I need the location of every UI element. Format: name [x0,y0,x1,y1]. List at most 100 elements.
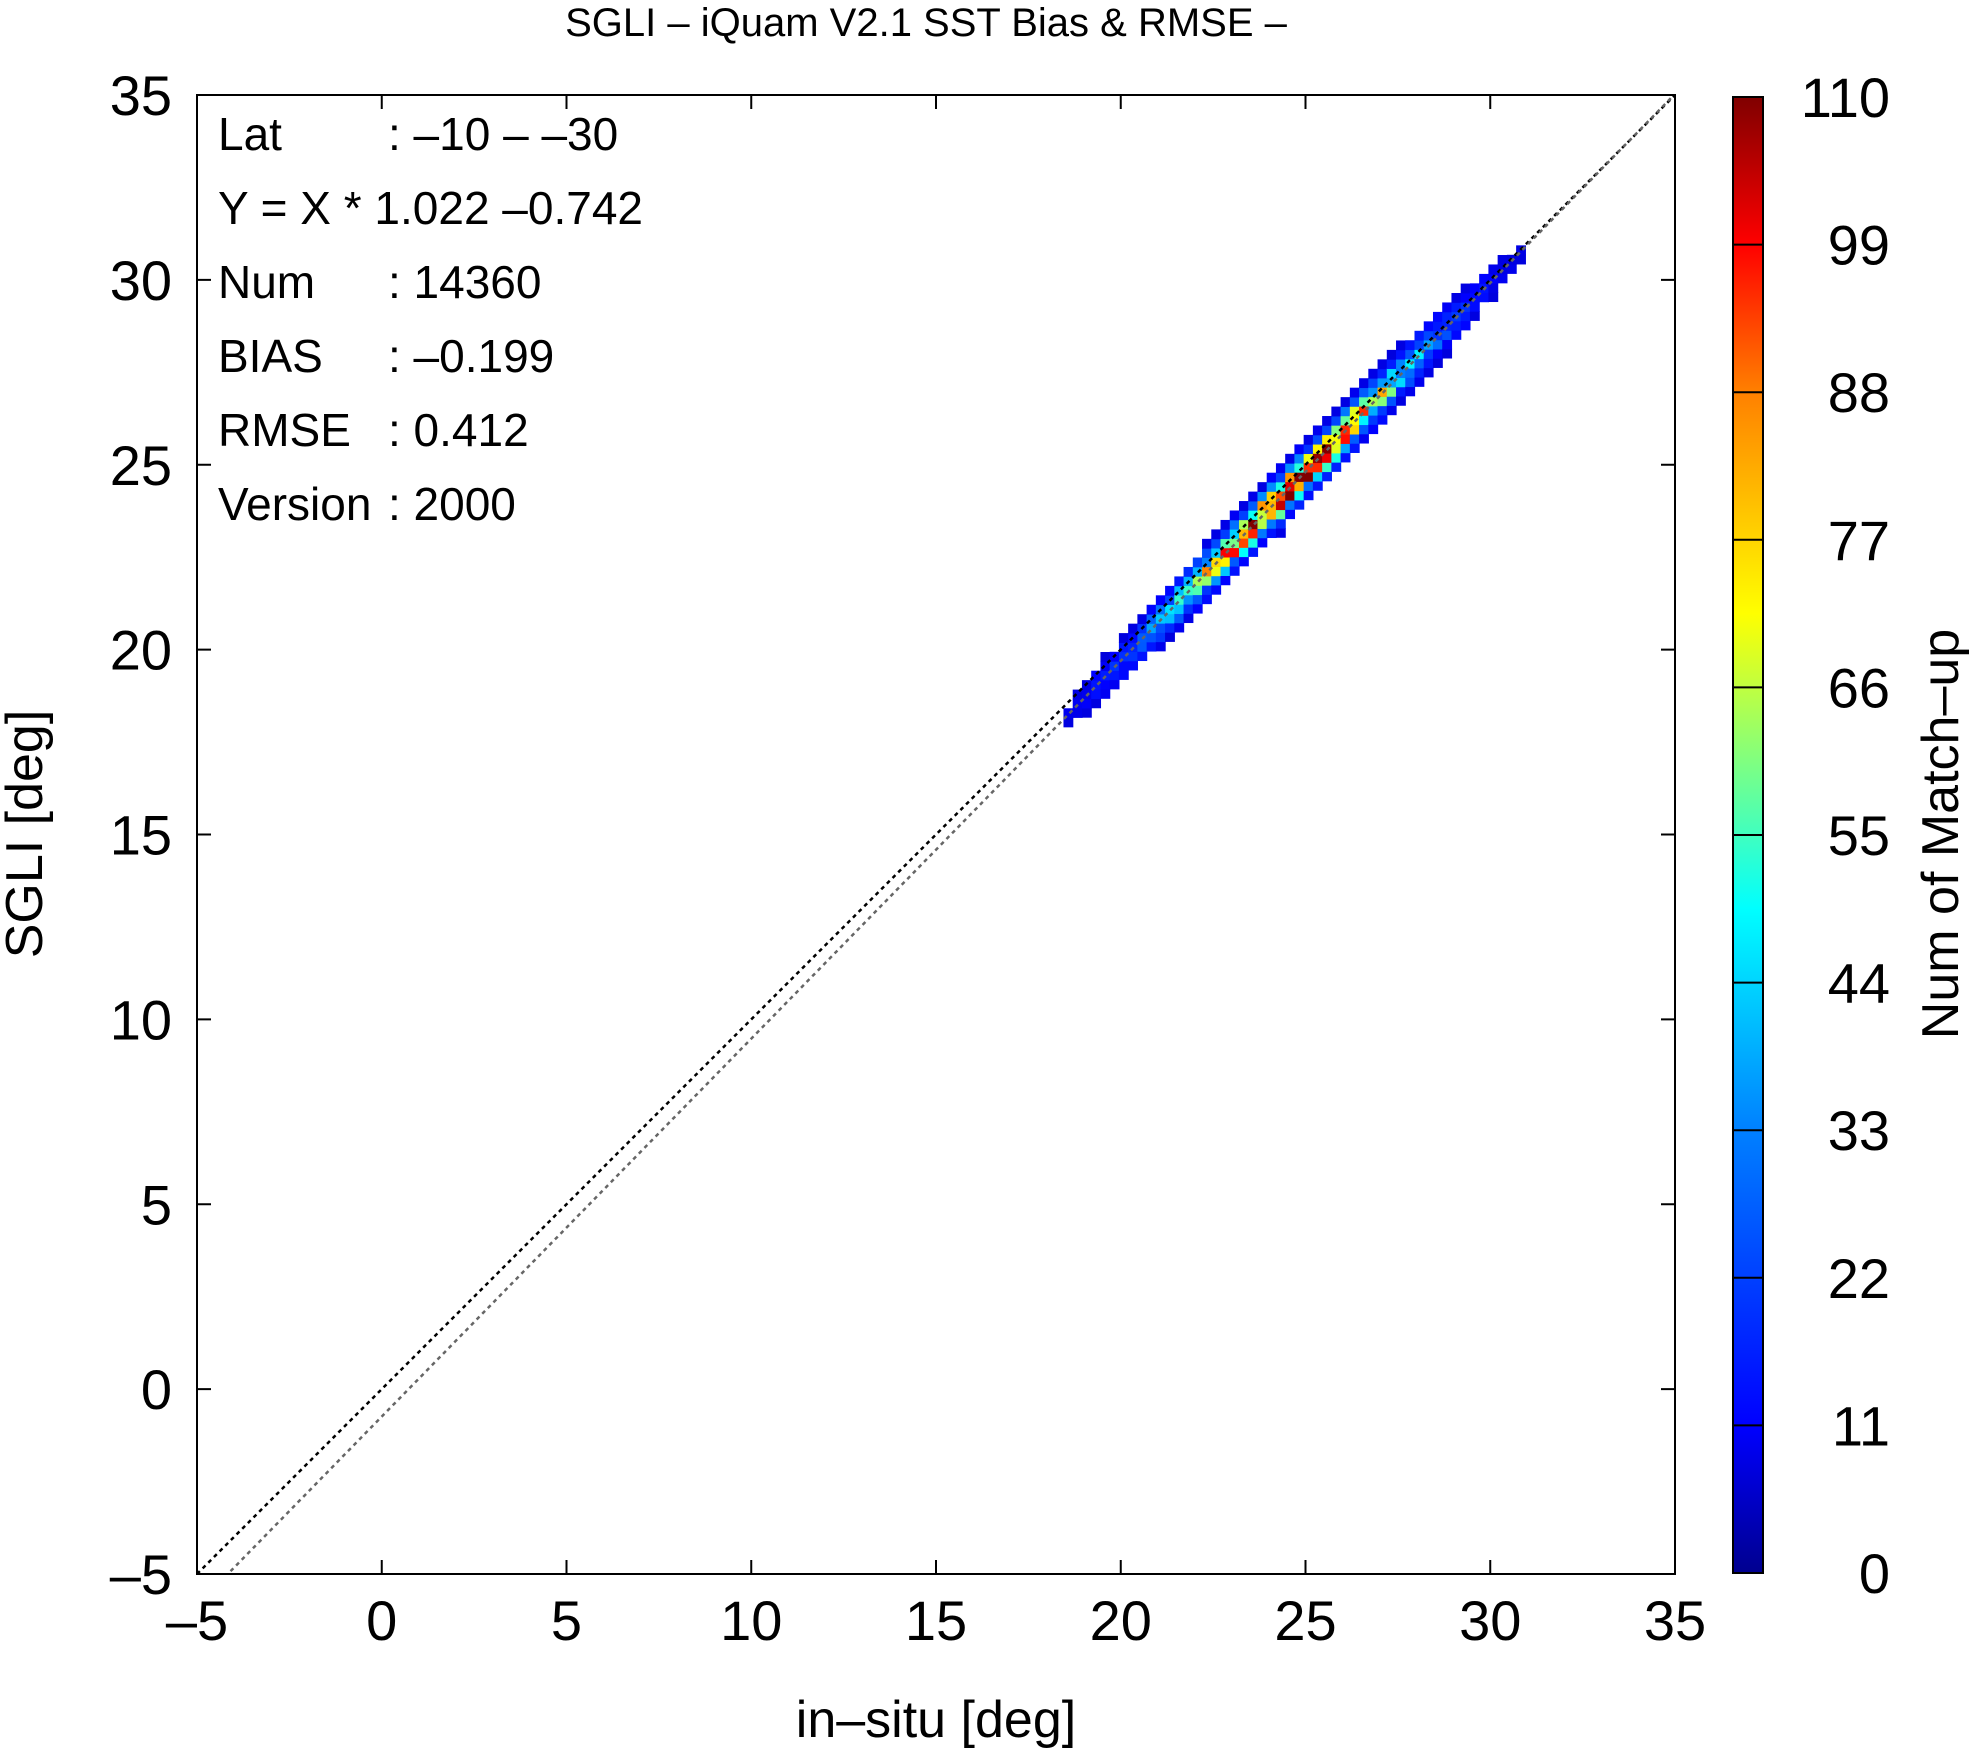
heatmap-cell [1359,405,1369,416]
heatmap-cell [1275,463,1286,474]
heatmap-cell [1118,633,1129,643]
heatmap-cell [1377,405,1388,416]
colorbar-axis: 0 11 22 33 44 55 66 77 88 99 110 [1733,66,1890,1605]
heatmap-cell [1257,491,1268,502]
heatmap-cell [1100,688,1111,699]
heatmap-cell [1432,358,1443,368]
heatmap-cell [1266,472,1277,483]
heatmap-cell [1100,652,1111,662]
heatmap-cell [1266,481,1277,492]
heatmap-cell [1128,651,1138,662]
heatmap-cell [1155,641,1166,652]
heatmap-cell [1488,282,1499,293]
heatmap-cell [1155,595,1166,606]
heatmap-cell [1423,349,1434,359]
heatmap-cell [1460,292,1471,303]
chart-title: SGLI – iQuam V2.1 SST Bias & RMSE – [565,1,1288,45]
heatmap-cell [1202,585,1212,595]
heatmap-cell [1312,471,1323,482]
heatmap-cell [1100,661,1111,672]
heatmap-cell [1368,424,1379,435]
heatmap-cell [1118,660,1129,671]
stat-value: : 2000 [388,478,516,530]
heatmap-cell [1202,548,1212,558]
heatmap-cell [1442,311,1453,322]
heatmap-cell [1202,566,1212,577]
heatmap-cell [1488,264,1499,275]
heatmap-cell [1118,642,1129,653]
heatmap-cell [1322,471,1332,482]
heatmap-cell [1229,565,1240,576]
heatmap-cell [1414,340,1425,350]
heatmap-cell [1091,698,1102,709]
stat-label: Lat [218,108,282,160]
heatmap-cell [1285,453,1296,464]
heatmap-cell [1211,575,1222,586]
heatmap-cell [1506,264,1517,274]
heatmap-cell [1405,386,1416,397]
heatmap-cell [1202,538,1212,549]
heatmap-cell [1183,603,1194,614]
heatmap-cell [1165,622,1175,633]
heatmap-cell [1331,415,1342,426]
heatmap-cell [1451,320,1462,331]
heatmap-cell [1322,453,1332,463]
colorbar-tick-label: 11 [1832,1394,1890,1457]
heatmap-cell [1340,434,1351,444]
heatmap-cell [1414,367,1425,378]
colorbar-tick-label: 77 [1828,509,1890,572]
heatmap-cell [1469,292,1480,303]
heatmap-cell [1432,311,1443,322]
heatmap-cell [1479,273,1489,284]
heatmap-cell [1128,623,1138,634]
heatmap-cell [1257,519,1268,529]
heatmap-cell [1192,557,1203,568]
heatmap-cell [1257,528,1268,539]
heatmap-cell [1460,311,1471,322]
heatmap-cell [1248,528,1259,539]
heatmap-cell [1414,330,1425,341]
heatmap-cell [1275,490,1286,501]
heatmap-cell [1165,585,1175,596]
heatmap-cell [1396,377,1406,388]
heatmap-cell [1432,321,1443,331]
heatmap-cell [1257,509,1268,520]
heatmap-cell [1442,339,1453,350]
heatmap-cell [1294,444,1305,455]
heatmap-cell [1303,462,1314,473]
heatmap-cell [1303,481,1314,491]
heatmap-cell [1294,481,1305,492]
reference-line-1-1 [197,95,1675,1574]
heatmap-cell [1229,510,1240,521]
heatmap-cell [1155,632,1166,643]
heatmap-cell [1368,387,1379,398]
heatmap-cell [1340,406,1351,417]
heatmap-cell [1331,406,1342,417]
heatmap-cell [1165,613,1175,624]
heatmap-cell [1386,377,1397,388]
heatmap-cell [1072,698,1083,709]
heatmap-cell [1442,302,1453,313]
heatmap-cell [1322,462,1332,473]
heatmap-cell [1183,594,1194,605]
heatmap-cell [1146,641,1157,652]
heatmap-cell [1285,463,1296,473]
heatmap-cell [1100,670,1111,681]
heatmap-cell [1238,547,1249,558]
heatmap-cell [1081,698,1092,709]
heatmap-cell [1497,255,1508,265]
heatmap-cell [1359,433,1369,444]
reference-line-regression [226,95,1675,1574]
heatmap-cell [1349,443,1360,453]
y-tick-label: –5 [110,1543,172,1606]
x-tick-label: 20 [1090,1589,1152,1652]
heatmap-cell [1460,283,1471,294]
heatmap-cell [1285,509,1296,520]
heatmap-cell [1349,396,1360,407]
heatmap-cell [1442,348,1453,359]
heatmap-cell [1386,405,1397,416]
heatmap-cell [1294,490,1305,501]
heatmap-cell [1349,406,1360,417]
heatmap-cell [1072,708,1083,718]
heatmap-cell [1377,396,1388,407]
